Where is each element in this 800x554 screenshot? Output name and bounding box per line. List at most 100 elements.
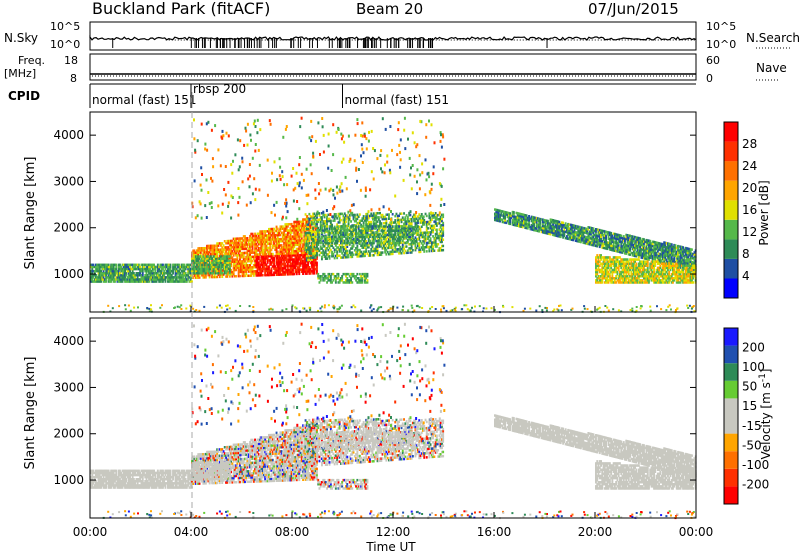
power-cell: [292, 241, 294, 245]
power-cell: [228, 259, 231, 262]
power-cell: [269, 246, 272, 250]
power-cell: [178, 280, 181, 283]
power-cell: [302, 260, 304, 263]
power-cell: [146, 276, 149, 279]
power-cell: [278, 174, 281, 178]
power-cell: [244, 266, 246, 269]
power-cell: [280, 246, 283, 249]
power-cell: [324, 222, 327, 225]
power-cell: [116, 280, 119, 283]
power-cell: [141, 280, 144, 283]
power-cell: [212, 248, 215, 252]
power-cell: [313, 267, 316, 271]
power-cell: [218, 269, 221, 272]
power-cell: [404, 147, 407, 151]
power-cell: [299, 220, 302, 223]
power-cell: [98, 269, 101, 273]
power-cell: [298, 243, 301, 246]
power-cell: [160, 278, 163, 281]
power-cell: [375, 226, 378, 230]
power-cell: [385, 237, 388, 241]
power-cell: [206, 244, 208, 248]
power-cell: [254, 272, 256, 275]
power-cell: [308, 212, 311, 216]
power-cell: [213, 250, 216, 254]
power-cell: [273, 238, 275, 241]
power-cell: [429, 191, 432, 195]
power-cell: [372, 147, 375, 150]
power-cell: [323, 234, 326, 238]
power-cell: [375, 216, 378, 219]
power-cell: [226, 246, 229, 249]
power-cell: [308, 242, 311, 245]
power-cell: [294, 220, 297, 224]
power-cell: [284, 256, 287, 259]
power-cell: [231, 270, 234, 274]
power-cell: [193, 179, 196, 183]
power-cell: [224, 193, 227, 197]
power-cell: [266, 265, 269, 268]
power-cell: [100, 269, 102, 273]
power-cell: [290, 245, 293, 249]
power-cell: [285, 268, 288, 272]
power-cell: [202, 255, 205, 258]
power-cell: [331, 250, 333, 254]
power-cell: [158, 280, 161, 283]
power-cell: [236, 247, 239, 251]
power-cell: [177, 276, 179, 279]
power-cell: [376, 220, 379, 223]
power-cell: [211, 257, 214, 260]
freq-label: Freq.: [18, 54, 45, 67]
power-cell: [125, 263, 128, 267]
power-cell: [220, 248, 222, 251]
power-cell: [215, 261, 217, 264]
power-cell: [150, 278, 153, 281]
power-cell: [102, 278, 105, 281]
power-cell: [136, 265, 139, 269]
power-cell: [114, 278, 116, 281]
power-cell: [240, 262, 243, 265]
power-cell: [353, 232, 356, 235]
power-cell: [194, 259, 197, 262]
power-cell: [407, 137, 409, 141]
power-cell: [316, 231, 318, 234]
power-cell: [268, 234, 270, 237]
power-cell: [284, 254, 287, 257]
power-cell: [120, 276, 123, 279]
power-cell: [326, 217, 328, 221]
power-cell: [326, 215, 328, 219]
power-cell: [193, 118, 195, 122]
power-cell: [313, 261, 316, 265]
power-cell: [439, 139, 442, 143]
power-cell: [210, 128, 213, 132]
power-cell: [254, 243, 256, 246]
power-cell: [293, 245, 296, 249]
power-cell: [295, 237, 298, 240]
power-cell: [275, 233, 278, 237]
power-cell: [282, 135, 285, 139]
power-cell: [322, 133, 325, 137]
power-cell: [310, 172, 313, 176]
power-cell: [232, 266, 235, 270]
power-cell: [159, 274, 162, 277]
power-cell: [217, 248, 220, 251]
power-cell: [299, 235, 302, 238]
power-cell: [95, 263, 97, 267]
power-cell: [381, 213, 384, 217]
power-cell: [410, 187, 413, 191]
power-cell: [294, 258, 297, 261]
power-cell: [279, 273, 282, 276]
power-cell: [251, 249, 254, 252]
power-cell: [197, 274, 200, 277]
power-cell: [351, 245, 354, 248]
power-cell: [204, 274, 207, 277]
power-cell: [361, 231, 364, 235]
power-cell: [314, 237, 317, 240]
power-cell: [386, 225, 389, 229]
power-cell: [159, 265, 162, 269]
power-cell: [120, 267, 123, 271]
power-cell: [202, 269, 205, 273]
power-cell: [324, 251, 327, 254]
power-cell: [242, 258, 245, 261]
power-cell: [305, 272, 308, 275]
